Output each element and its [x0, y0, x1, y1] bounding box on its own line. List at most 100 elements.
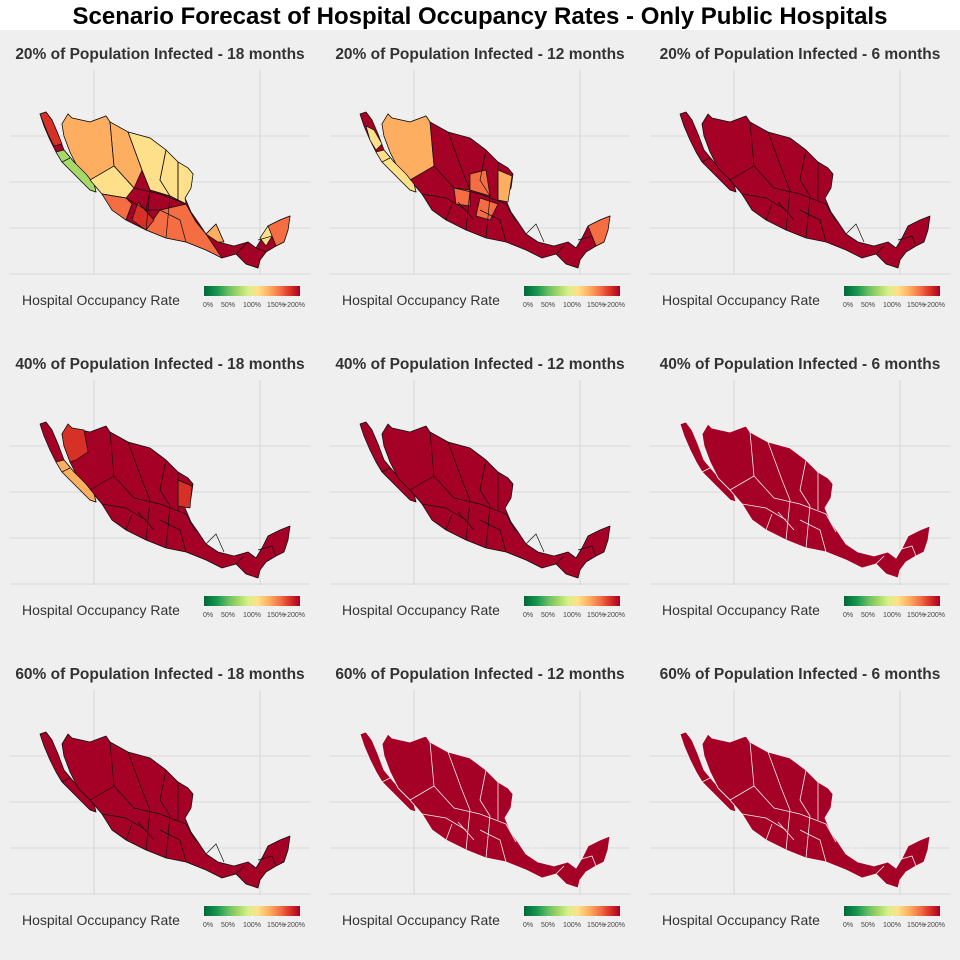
- legend-tick-mark: [939, 606, 941, 609]
- state-border: [765, 203, 773, 221]
- legend-tick-label: 0%: [522, 612, 534, 619]
- state-border: [235, 245, 245, 255]
- legend-tick-mark: [867, 606, 869, 609]
- mexico-map: [10, 690, 310, 895]
- state-border: [729, 475, 755, 491]
- state-border: [89, 785, 115, 801]
- legend-tick-label: 50%: [860, 922, 876, 929]
- state-border: [875, 555, 885, 565]
- legend-title: Hospital Occupancy Rate: [662, 912, 820, 928]
- map-area: [10, 380, 310, 585]
- state-border: [505, 823, 517, 843]
- map-panel: 20% of Population Infected - 12 months Ho…: [320, 30, 640, 340]
- legend-tick-mark: [619, 606, 621, 609]
- state-border: [61, 467, 71, 473]
- state-border: [159, 149, 171, 197]
- legend-tick-mark: [891, 916, 893, 919]
- legend-tick-label: 50%: [860, 612, 876, 619]
- state-border: [785, 499, 791, 541]
- state-border: [145, 809, 151, 851]
- panel-title: 60% of Population Infected - 6 months: [659, 666, 941, 683]
- legend-tick-label: 100%: [243, 302, 261, 309]
- state-border: [445, 203, 453, 221]
- legend-tick-mark: [251, 296, 253, 299]
- state-border: [773, 807, 827, 825]
- state-border: [805, 505, 811, 549]
- state-border: [409, 785, 435, 801]
- state-border: [205, 533, 225, 553]
- state-border: [101, 503, 147, 521]
- state-border: [457, 821, 475, 841]
- legend-tick-mark: [843, 916, 845, 919]
- legend-colorbar: [524, 286, 620, 296]
- state-border: [159, 209, 187, 243]
- legend-colorbar: [204, 596, 300, 606]
- mainland: [701, 423, 931, 579]
- state-border: [447, 131, 471, 191]
- legend-tick-label: 150%: [587, 612, 605, 619]
- state-border: [145, 189, 151, 231]
- state-border: [137, 201, 155, 221]
- legend-tick-label: 0%: [202, 922, 214, 929]
- legend-tick-label: +200%: [923, 922, 945, 929]
- state-border: [767, 131, 791, 191]
- legend-tick-label: +200%: [603, 612, 625, 619]
- map-area: [330, 70, 630, 275]
- legend-tick-mark: [523, 296, 525, 299]
- legend-tick-mark: [227, 606, 229, 609]
- state-border: [577, 545, 597, 557]
- map-panel: 20% of Population Infected - 18 months Ho…: [0, 30, 320, 340]
- state-border: [447, 751, 471, 811]
- state-border: [61, 777, 71, 783]
- legend-tick-label: 100%: [883, 612, 901, 619]
- state-border: [773, 187, 827, 205]
- state-border: [185, 203, 197, 223]
- mexico-map: [650, 690, 950, 895]
- state-border: [465, 809, 471, 851]
- state-border: [777, 511, 795, 531]
- legend: Hospital Occupancy Rate 0% 50% 100% 150% +200…: [662, 903, 960, 943]
- state-border: [125, 203, 133, 221]
- legend-tick-label: 150%: [267, 302, 285, 309]
- legend-colorbar: [524, 596, 620, 606]
- state-border: [897, 545, 917, 557]
- state-border: [577, 235, 597, 247]
- legend-tick-label: 50%: [220, 922, 236, 929]
- state-border: [799, 769, 811, 817]
- state-border: [165, 815, 171, 859]
- state-border: [485, 195, 491, 239]
- legend-title: Hospital Occupancy Rate: [342, 292, 500, 308]
- state-border: [799, 209, 827, 243]
- state-border: [257, 545, 277, 557]
- state-border: [165, 195, 171, 239]
- map-panel: 60% of Population Infected - 6 months Hos…: [640, 650, 960, 960]
- legend-tick-mark: [299, 916, 301, 919]
- state-border: [799, 149, 811, 197]
- legend-title: Hospital Occupancy Rate: [22, 602, 180, 618]
- state-border: [785, 809, 791, 851]
- state-border: [381, 467, 391, 473]
- state-border: [101, 813, 147, 831]
- state-border: [61, 157, 71, 163]
- state-border: [381, 157, 391, 163]
- state-border: [89, 475, 115, 491]
- state-border: [845, 533, 865, 553]
- legend-colorbar: [524, 906, 620, 916]
- state-region: [39, 111, 63, 147]
- legend-tick-label: 50%: [540, 302, 556, 309]
- state-region: [497, 169, 513, 203]
- state-border: [897, 855, 917, 867]
- mexico-map: [10, 70, 310, 275]
- legend-tick-mark: [251, 606, 253, 609]
- legend-title: Hospital Occupancy Rate: [662, 602, 820, 618]
- map-area: [650, 690, 950, 895]
- legend: Hospital Occupancy Rate 0% 50% 100% 150% +200…: [662, 283, 960, 323]
- graticule: [330, 70, 630, 275]
- legend: Hospital Occupancy Rate 0% 50% 100% 150% +200…: [22, 903, 322, 943]
- state-border: [555, 245, 565, 255]
- legend: Hospital Occupancy Rate 0% 50% 100% 150% +200…: [342, 593, 642, 633]
- panel-title: 20% of Population Infected - 6 months: [659, 46, 941, 63]
- state-border: [479, 769, 491, 817]
- map-area: [10, 690, 310, 895]
- state-border: [453, 497, 507, 515]
